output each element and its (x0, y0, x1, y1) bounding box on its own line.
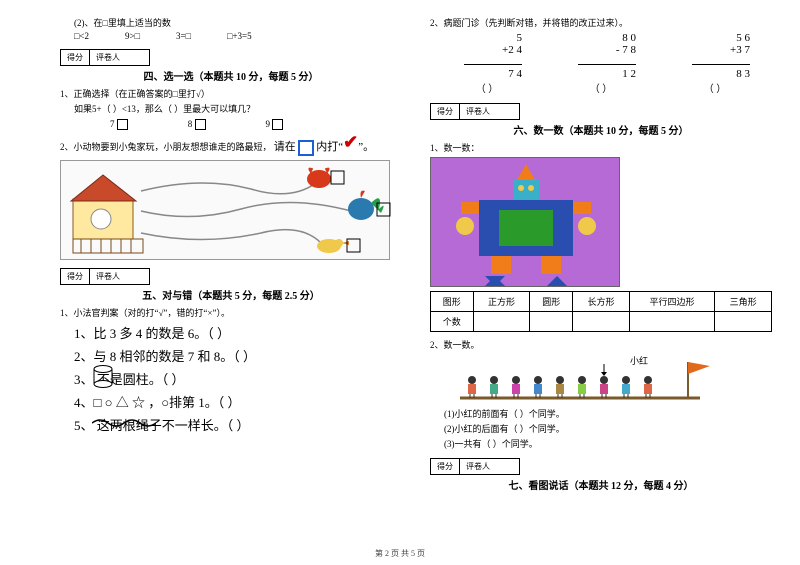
score-label: 得分 (431, 104, 460, 119)
q2-label: (2)、在□里填上适当的数 (60, 16, 402, 29)
q2-opt: 9>□ (125, 31, 140, 41)
r-q2-label: 2、病题门诊（先判断对错，并将错的改正过来）。 (430, 16, 772, 29)
score-box: 得分 评卷人 (60, 49, 150, 66)
right-column: 2、病题门诊（先判断对错，并将错的改正过来）。 5 +2 4 7 4 （ ） 8… (430, 14, 772, 496)
q2-options: □<2 9>□ 3=□ □+3=5 (60, 31, 402, 41)
wave-icon (92, 417, 156, 433)
score-label: 得分 (61, 269, 90, 284)
s5-q1: 1、小法官判案（对的打“√”，错的打“×”）。 (60, 306, 402, 319)
reviewer-label: 评卷人 (460, 459, 496, 474)
left-column: (2)、在□里填上适当的数 □<2 9>□ 3=□ □+3=5 得分 评卷人 四… (60, 14, 402, 496)
s6-sub: (1)小红的前面有（ ）个同学。 (430, 407, 772, 420)
checkbox[interactable] (195, 119, 206, 130)
section-7-title: 七、看图说话（本题共 12 分，每题 4 分） (430, 477, 772, 492)
table-row: 图形 正方形 圆形 长方形 平行四边形 三角形 (431, 292, 772, 312)
section-4-title: 四、选一选（本题共 10 分，每题 5 分） (60, 68, 402, 83)
s5-item: 1、比 3 多 4 的数是 6。（ ） (74, 323, 402, 342)
section-5-title: 五、对与错（本题共 5 分，每题 2.5 分） (60, 287, 402, 302)
opt: 9 (266, 119, 271, 129)
row-label: 个数 (431, 312, 474, 332)
blue-box (298, 140, 314, 156)
s5-item: 5、 这两根绳子不一样长。（ ） (74, 415, 402, 434)
s4-q1a: 如果5+（ ）<13，那么（ ）里最大可以填几？ (60, 102, 402, 115)
queue-image: 小红 (430, 354, 760, 404)
opt: 8 (188, 119, 193, 129)
robot-svg (431, 158, 621, 288)
s4-q2: 2、小动物要到小兔家玩，小朋友想想谁走的路最短， 请在 内打“✔”。 (60, 134, 402, 156)
s6-sub: (3)一共有（ ）个同学。 (430, 437, 772, 450)
score-label: 得分 (431, 459, 460, 474)
s6-sub: (2)小红的后面有（ ）个同学。 (430, 422, 772, 435)
th: 图形 (431, 292, 474, 312)
cylinder-icon (92, 365, 114, 393)
cell[interactable] (715, 312, 772, 332)
score-box: 得分 评卷人 (430, 458, 520, 475)
s5-item: 4、□ ○ △ ☆ ，○排第 1。（ ） (74, 392, 402, 411)
s5-item: 3、 不是圆柱。（ ） (74, 369, 402, 388)
score-box: 得分 评卷人 (60, 268, 150, 285)
q2-opt: □<2 (74, 31, 89, 41)
table-row: 个数 (431, 312, 772, 332)
s4-q1: 1、正确选择（在正确答案的□里打√） (60, 87, 402, 100)
queue-svg (430, 354, 760, 404)
th: 长方形 (573, 292, 630, 312)
th: 三角形 (715, 292, 772, 312)
cell[interactable] (629, 312, 714, 332)
cell[interactable] (530, 312, 573, 332)
cell[interactable] (473, 312, 530, 332)
checkbox[interactable] (272, 119, 283, 130)
th: 正方形 (473, 292, 530, 312)
s4-q1-options: 7 8 9 (60, 119, 402, 130)
calc: 8 0 - 7 8 1 2 （ ） (566, 32, 636, 95)
q2-opt: □+3=5 (227, 31, 252, 41)
reviewer-label: 评卷人 (90, 50, 126, 65)
opt: 7 (110, 119, 115, 129)
reviewer-label: 评卷人 (90, 269, 126, 284)
score-box: 得分 评卷人 (430, 103, 520, 120)
s6-q2: 2、数一数。 (430, 338, 772, 351)
th: 平行四边形 (629, 292, 714, 312)
robot-image (430, 157, 620, 287)
page-footer: 第 2 页 共 5 页 (0, 548, 800, 559)
shape-table: 图形 正方形 圆形 长方形 平行四边形 三角形 个数 (430, 291, 772, 332)
q2-opt: 3=□ (176, 31, 191, 41)
animal-path-image (60, 160, 390, 260)
s5-item: 2、与 8 相邻的数是 7 和 8。（ ） (74, 346, 402, 365)
section-6-title: 六、数一数（本题共 10 分，每题 5 分） (430, 122, 772, 137)
calc: 5 6 +3 7 8 3 （ ） (680, 32, 750, 95)
calc: 5 +2 4 7 4 （ ） (452, 32, 522, 95)
calc-row: 5 +2 4 7 4 （ ） 8 0 - 7 8 1 2 （ ） 5 6 +3 … (430, 32, 772, 95)
check-icon: ✔ (343, 132, 358, 152)
reviewer-label: 评卷人 (460, 104, 496, 119)
cell[interactable] (573, 312, 630, 332)
path-svg (61, 161, 391, 261)
xiaohong-label: 小红 (630, 354, 648, 367)
s6-q1: 1、数一数： (430, 141, 772, 154)
score-label: 得分 (61, 50, 90, 65)
th: 圆形 (530, 292, 573, 312)
checkbox[interactable] (117, 119, 128, 130)
